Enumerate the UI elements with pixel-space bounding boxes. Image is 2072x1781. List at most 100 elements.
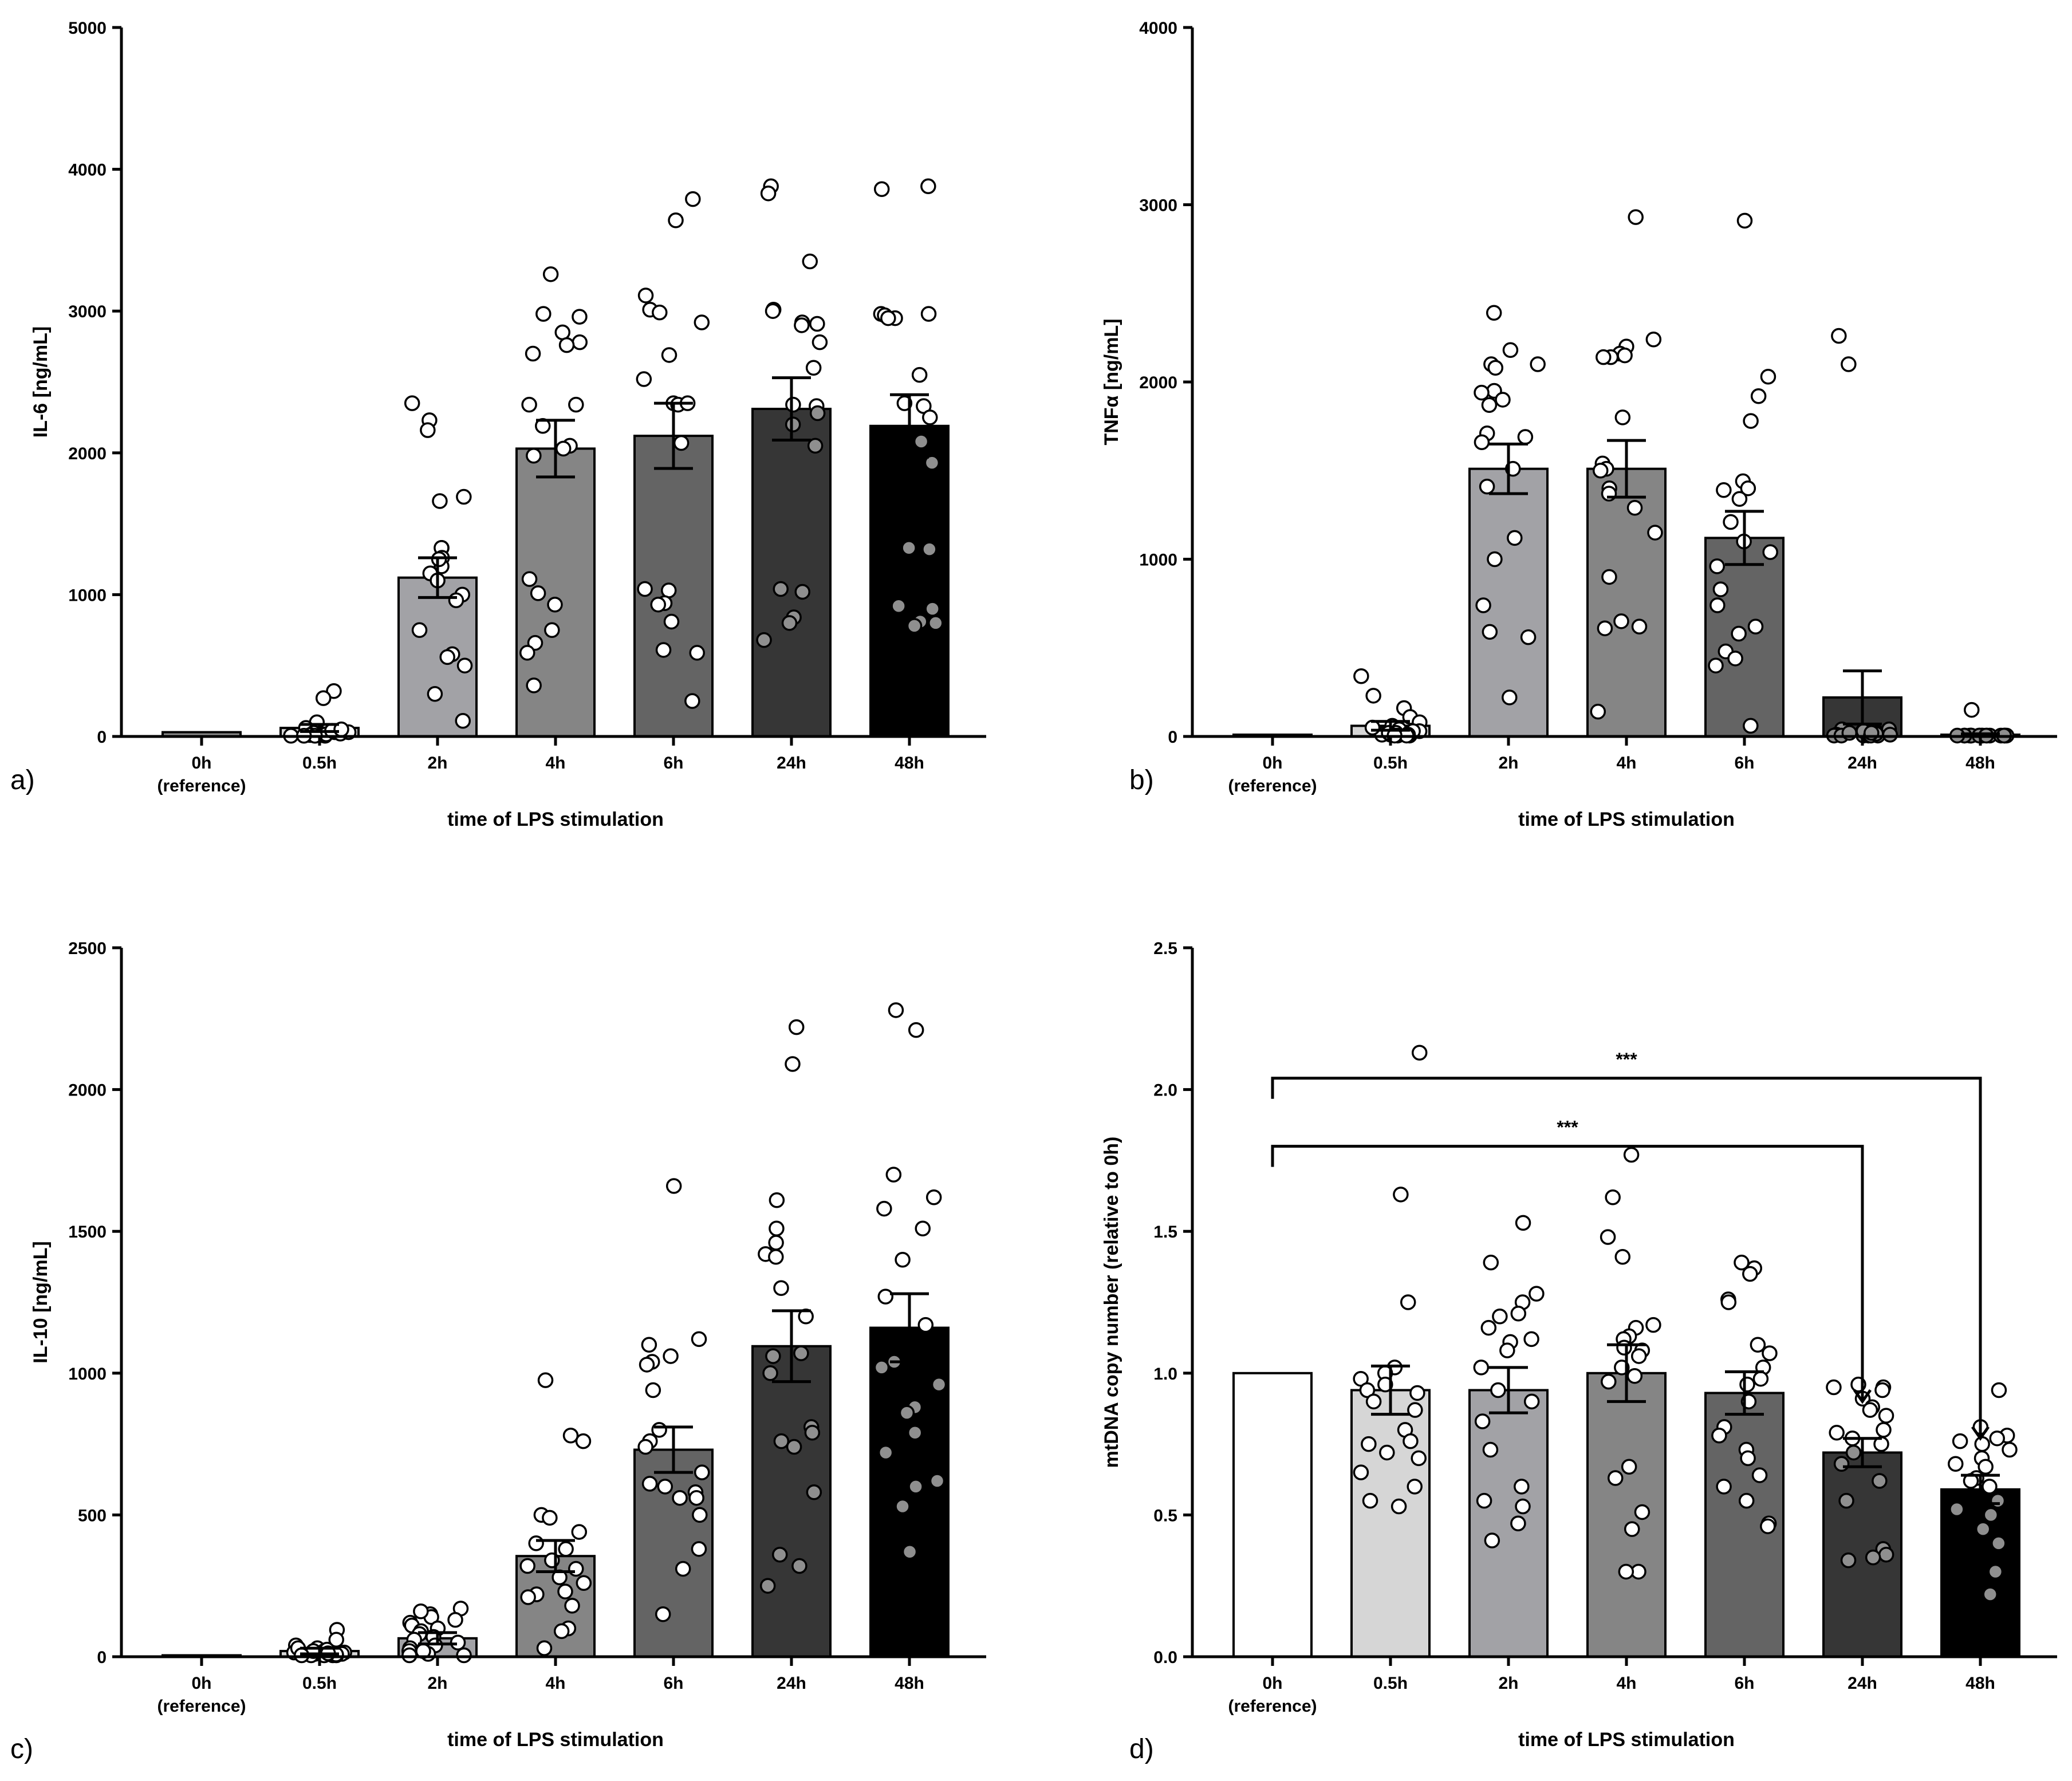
data-point-48h xyxy=(891,598,907,614)
x-tick-label: 0h xyxy=(1262,754,1282,773)
data-point-0.5h xyxy=(1411,1450,1427,1467)
data-point-48h xyxy=(920,306,937,322)
data-point-2h xyxy=(404,395,420,411)
axes-layer: 0.0 0.5 1.0 1.5 2.0 2.5 0h (reference) 0.5h 2h 4h 6… xyxy=(1153,939,2057,1716)
panel-a-il6: 0 1000 2000 3000 4000 5000 0h (reference) 0.5h 2h… xyxy=(10,19,986,830)
data-point-2h xyxy=(1510,1515,1526,1532)
data-point-6h xyxy=(1750,1337,1766,1353)
data-point-24h xyxy=(1862,1402,1878,1418)
data-point-6h xyxy=(675,1561,691,1577)
data-point-48h xyxy=(913,434,929,450)
x-axis-label: time of LPS stimulation xyxy=(447,809,664,830)
data-point-48h xyxy=(931,1376,947,1393)
significance-layer: *** *** xyxy=(1271,1049,1990,1441)
data-point-48h xyxy=(1952,1433,1968,1449)
data-point-4h xyxy=(572,334,588,350)
points-layer xyxy=(1353,1045,2018,1602)
data-point-6h xyxy=(1750,388,1767,404)
data-point-4h xyxy=(544,622,560,639)
data-point-24h xyxy=(791,1558,807,1574)
data-point-48h xyxy=(921,541,937,557)
data-point-4h xyxy=(568,1561,584,1577)
data-point-4h xyxy=(554,324,570,341)
data-point-2h xyxy=(432,493,448,509)
data-point-24h xyxy=(794,584,810,600)
panel-label: a) xyxy=(10,765,35,795)
data-point-2h xyxy=(1487,551,1503,568)
data-point-2h xyxy=(427,685,443,702)
data-point-4h xyxy=(1626,1368,1643,1384)
data-point-48h xyxy=(895,1498,911,1515)
bar-48h xyxy=(1940,1488,2020,1658)
data-point-6h xyxy=(1727,651,1743,667)
data-point-48h xyxy=(929,1473,946,1489)
data-point-6h xyxy=(1716,482,1732,498)
y-tick-label: 1.5 xyxy=(1153,1223,1177,1242)
panel-b-tnfa: 0 1000 2000 3000 4000 0h (reference) 0.5h 2h 4h 6h… xyxy=(1101,19,2057,830)
data-point-6h xyxy=(641,1476,658,1492)
data-point-0.5h xyxy=(1361,1436,1377,1452)
data-point-4h xyxy=(572,309,588,325)
data-point-6h xyxy=(665,1178,682,1194)
points-layer xyxy=(1353,209,2015,744)
data-point-48h xyxy=(922,409,938,425)
data-point-24h xyxy=(756,632,772,648)
data-point-2h xyxy=(1480,1319,1497,1336)
data-point-4h xyxy=(519,645,535,661)
data-point-24h xyxy=(806,1484,822,1500)
data-point-0.5h xyxy=(1353,1464,1369,1480)
data-point-48h xyxy=(1987,1563,2004,1580)
data-point-48h xyxy=(1982,1479,1998,1495)
y-tick-label: 3000 xyxy=(68,302,107,321)
data-point-48h xyxy=(880,310,896,326)
data-point-2h xyxy=(1490,1382,1506,1398)
data-point-48h xyxy=(1964,702,1980,718)
bar-4h xyxy=(1586,467,1667,738)
data-point-0.5h xyxy=(1407,1402,1423,1418)
data-point-6h xyxy=(688,1490,704,1506)
data-point-4h xyxy=(1605,1189,1621,1205)
data-point-4h xyxy=(564,1598,580,1614)
data-point-48h xyxy=(899,1405,915,1421)
bar-48h xyxy=(869,424,950,738)
x-tick-sublabel: (reference) xyxy=(157,777,246,795)
data-point-6h xyxy=(651,1422,667,1438)
data-point-4h xyxy=(520,1589,536,1605)
data-point-24h xyxy=(773,1280,789,1296)
data-point-24h xyxy=(1838,1492,1854,1509)
data-point-48h xyxy=(906,618,923,634)
data-point-6h xyxy=(663,1348,679,1364)
data-point-4h xyxy=(553,1623,570,1640)
y-axis-label: IL-10 [ng/mL] xyxy=(30,1241,52,1363)
data-point-6h xyxy=(1731,625,1747,642)
data-point-48h xyxy=(1982,1586,1998,1602)
y-axis-label: mtDNA copy number (relative to 0h) xyxy=(1101,1137,1122,1468)
data-point-4h xyxy=(526,677,542,694)
x-tick-label: 2h xyxy=(1498,1674,1518,1693)
data-point-48h xyxy=(924,601,940,617)
data-point-0.5h xyxy=(1411,1045,1428,1061)
data-point-6h xyxy=(692,1507,708,1523)
data-point-6h xyxy=(1740,480,1756,497)
data-point-24h xyxy=(1865,1549,1881,1566)
data-point-4h xyxy=(537,1372,554,1388)
data-point-24h xyxy=(785,416,801,433)
data-point-6h xyxy=(1747,618,1764,635)
x-tick-label: 24h xyxy=(1848,1674,1877,1693)
data-point-48h xyxy=(915,1220,931,1236)
data-point-6h xyxy=(1762,544,1778,560)
panel-label: b) xyxy=(1129,765,1154,795)
data-point-48h xyxy=(907,1425,923,1441)
data-point-0.5h xyxy=(1365,688,1381,704)
data-point-0.5h xyxy=(315,690,332,706)
data-point-24h xyxy=(802,253,818,270)
error-bars-layer xyxy=(300,376,929,733)
significance-label: *** xyxy=(1557,1117,1578,1138)
data-point-24h xyxy=(1833,1456,1850,1472)
x-tick-label: 6h xyxy=(1734,1674,1754,1693)
data-point-2h xyxy=(1523,1393,1540,1410)
data-point-24h xyxy=(1826,1379,1842,1396)
data-point-4h xyxy=(1634,1504,1650,1520)
data-point-4h xyxy=(1593,463,1609,479)
data-point-4h xyxy=(542,266,559,282)
